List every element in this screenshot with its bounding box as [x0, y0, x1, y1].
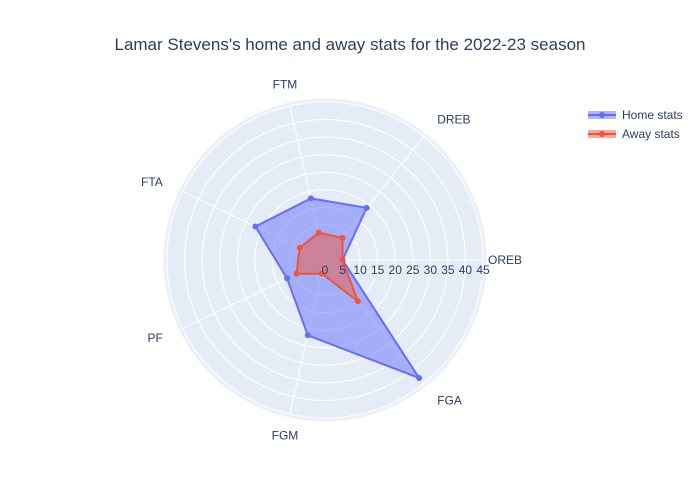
data-point — [293, 270, 300, 277]
legend-item-away[interactable]: Away stats — [588, 127, 680, 141]
legend-item-home[interactable]: Home stats — [588, 108, 683, 122]
chart-title: Lamar Stevens's home and away stats for … — [114, 35, 585, 54]
category-label-dreb: DREB — [437, 112, 470, 126]
data-point — [252, 223, 259, 230]
radial-tick-label: 25 — [406, 263, 420, 277]
category-label-pf: PF — [147, 331, 162, 345]
series-area-away — [295, 231, 359, 303]
polar-rim — [163, 98, 487, 422]
radial-tick-label: 15 — [371, 263, 385, 277]
data-point — [284, 275, 291, 282]
radial-tick-label: 45 — [476, 263, 490, 277]
category-label-fga: FGA — [437, 394, 462, 408]
category-label-fgm: FGM — [272, 428, 299, 442]
radial-tick-label: 10 — [353, 263, 367, 277]
radial-tick-label: 5 — [339, 263, 346, 277]
legend-marker — [599, 112, 605, 118]
data-point — [296, 244, 303, 251]
radial-tick-label: 30 — [424, 263, 438, 277]
data-point — [315, 229, 322, 236]
data-point — [318, 270, 325, 277]
data-point — [363, 204, 370, 211]
category-label-oreb: OREB — [488, 253, 522, 267]
legend-marker — [599, 131, 605, 137]
legend-label: Home stats — [622, 108, 683, 122]
radial-tick-label: 0 — [322, 263, 329, 277]
series-area-home — [254, 197, 421, 379]
data-point — [339, 235, 346, 242]
data-point — [416, 375, 423, 382]
radial-tick-label: 40 — [459, 263, 473, 277]
data-point — [304, 332, 311, 339]
category-label-fta: FTA — [141, 175, 163, 189]
legend-label: Away stats — [622, 127, 680, 141]
category-label-ftm: FTM — [273, 78, 298, 92]
data-point — [354, 298, 361, 305]
legend[interactable]: Home stats Away stats — [588, 108, 683, 141]
data-point — [307, 195, 314, 202]
data-point — [339, 257, 346, 263]
radial-tick-label: 20 — [389, 263, 403, 277]
radial-tick-label: 35 — [441, 263, 455, 277]
